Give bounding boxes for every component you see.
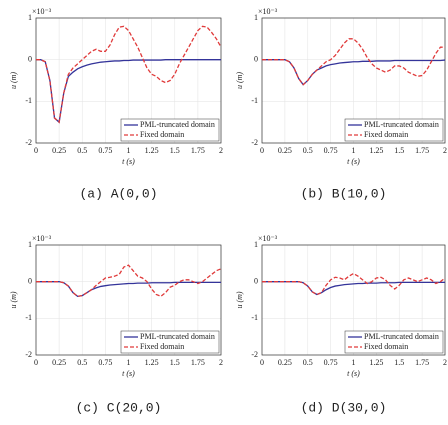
x-tick-label: 1.75 [415, 146, 429, 155]
y-tick-label: -1 [251, 313, 258, 322]
y-tick-label: 0 [254, 54, 258, 63]
y-tick-label: 0 [28, 54, 32, 63]
x-axis-label: t (s) [122, 369, 135, 378]
x-axis-label: t (s) [347, 157, 360, 166]
x-tick-label: 0 [260, 146, 264, 155]
x-tick-label: 1.75 [415, 358, 429, 367]
x-tick-label: 1.5 [394, 146, 404, 155]
y-tick-label: -1 [25, 96, 32, 105]
y-axis-label: u (m) [9, 72, 18, 89]
caption: (b) B(10,0) [301, 186, 387, 201]
y-multiplier: ×10⁻³ [32, 7, 52, 16]
x-tick-label: 0 [34, 358, 38, 367]
x-tick-label: 0.75 [98, 358, 112, 367]
x-tick-label: 1 [352, 146, 356, 155]
y-tick-label: -2 [251, 138, 258, 147]
x-tick-label: 1.5 [170, 358, 180, 367]
x-tick-label: 0 [34, 146, 38, 155]
series-line [262, 272, 446, 296]
legend-label: Fixed domain [140, 342, 184, 351]
x-tick-label: 1.25 [145, 358, 159, 367]
axes-frame [35, 17, 222, 144]
x-tick-label: 0.5 [77, 358, 87, 367]
y-tick-label: -2 [25, 350, 32, 359]
y-tick-label: 0 [28, 276, 32, 285]
x-tick-label: 0.25 [278, 146, 292, 155]
legend-box [120, 330, 220, 354]
y-axis-label: u (m) [9, 291, 18, 308]
x-tick-label: 0.75 [324, 358, 338, 367]
legend-label: PML-truncated domain [140, 332, 215, 341]
x-axis-label: t (s) [122, 157, 135, 166]
x-tick-label: 1.25 [369, 146, 383, 155]
y-tick-label: -1 [25, 313, 32, 322]
x-tick-label: 0.75 [98, 146, 112, 155]
x-tick-label: 0.25 [278, 358, 292, 367]
x-tick-label: 0.5 [303, 146, 313, 155]
x-tick-label: 2 [443, 146, 447, 155]
axes-frame [261, 244, 446, 356]
y-multiplier: ×10⁻³ [32, 234, 52, 243]
series-line [262, 38, 445, 86]
y-multiplier: ×10⁻³ [258, 234, 278, 243]
legend-label: PML-truncated domain [140, 120, 215, 129]
legend-label: PML-truncated domain [364, 120, 439, 129]
y-tick-label: 1 [254, 240, 258, 249]
y-axis-label: u (m) [235, 72, 244, 89]
caption: (c) C(20,0) [76, 400, 162, 415]
y-tick-label: -1 [251, 96, 258, 105]
y-tick-label: -2 [25, 138, 32, 147]
y-tick-label: 1 [254, 13, 258, 22]
x-tick-label: 0.5 [77, 146, 87, 155]
x-tick-label: 1.5 [170, 146, 180, 155]
x-tick-label: 1.75 [191, 358, 205, 367]
x-tick-label: 2 [443, 358, 447, 367]
legend-label: Fixed domain [140, 130, 184, 139]
x-tick-label: 0.25 [52, 146, 66, 155]
axes-frame [35, 244, 222, 356]
x-tick-label: 0 [260, 358, 264, 367]
x-tick-label: 2 [219, 358, 223, 367]
y-tick-label: 1 [28, 240, 32, 249]
caption: (a) A(0,0) [79, 186, 157, 201]
x-tick-label: 1.5 [394, 358, 404, 367]
x-tick-label: 0.25 [52, 358, 66, 367]
legend-label: PML-truncated domain [364, 332, 439, 341]
y-tick-label: -2 [251, 350, 258, 359]
x-tick-label: 1 [352, 358, 356, 367]
x-tick-label: 1.25 [145, 146, 159, 155]
x-tick-label: 0.5 [303, 358, 313, 367]
x-tick-label: 1 [127, 146, 131, 155]
series-line [36, 264, 222, 298]
x-tick-label: 1.25 [369, 358, 383, 367]
caption: (d) D(30,0) [301, 400, 387, 415]
x-tick-label: 0.75 [324, 146, 338, 155]
x-tick-label: 1.75 [191, 146, 205, 155]
legend-label: Fixed domain [364, 342, 408, 351]
y-multiplier: ×10⁻³ [258, 7, 278, 16]
legend-box [120, 118, 220, 142]
series-line [36, 25, 222, 124]
legend-box [344, 118, 444, 142]
y-axis-label: u (m) [235, 291, 244, 308]
axes-frame [261, 17, 446, 144]
legend-box [344, 330, 444, 354]
legend-label: Fixed domain [364, 130, 408, 139]
y-tick-label: 0 [254, 276, 258, 285]
x-tick-label: 1 [127, 358, 131, 367]
x-tick-label: 2 [219, 146, 223, 155]
y-tick-label: 1 [28, 13, 32, 22]
x-axis-label: t (s) [347, 369, 360, 378]
